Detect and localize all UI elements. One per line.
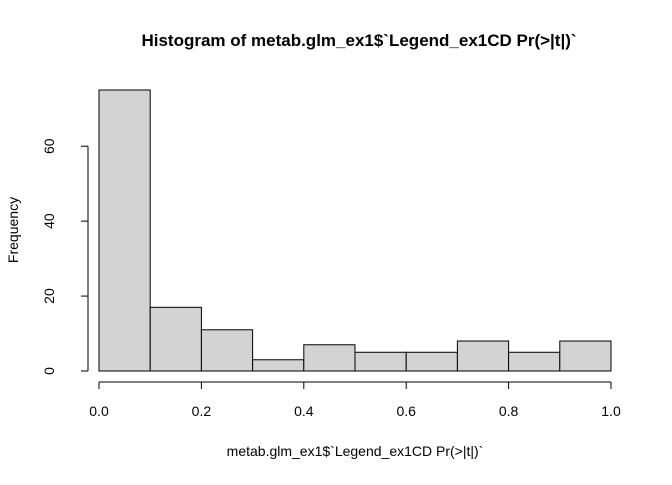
histogram-bar — [200, 329, 254, 372]
y-axis-label: Frequency — [5, 197, 21, 263]
histogram-bar — [149, 306, 202, 372]
histogram-bar — [98, 89, 151, 372]
y-tick-label: 0 — [41, 367, 57, 375]
y-tick-label: 40 — [41, 213, 57, 229]
histogram-bar — [559, 340, 612, 372]
y-tick-label: 60 — [41, 138, 57, 154]
x-tick-label: 0.2 — [192, 403, 212, 419]
x-tick-label: 0.0 — [89, 403, 109, 419]
histogram-bar — [354, 351, 407, 372]
y-tick-label: 20 — [41, 288, 57, 304]
histogram-bar — [456, 340, 510, 372]
x-tick-label: 0.8 — [499, 403, 519, 419]
histogram-bar — [252, 359, 305, 372]
bars-group — [98, 89, 612, 372]
x-tick-label: 0.6 — [396, 403, 416, 419]
x-tick-label: 0.4 — [294, 403, 314, 419]
x-axis-label: metab.glm_ex1$`Legend_ex1CD Pr(>|t|)` — [227, 443, 484, 459]
x-tick-label: 1.0 — [601, 403, 621, 419]
histogram-bar — [405, 351, 458, 372]
y-axis: 0 20 40 60 — [41, 138, 89, 375]
chart-title: Histogram of metab.glm_ex1$`Legend_ex1CD… — [141, 31, 576, 50]
histogram-bar — [508, 351, 561, 372]
x-axis: 0.0 0.2 0.4 0.6 0.8 1.0 — [89, 381, 621, 419]
histogram-bar — [303, 344, 356, 372]
